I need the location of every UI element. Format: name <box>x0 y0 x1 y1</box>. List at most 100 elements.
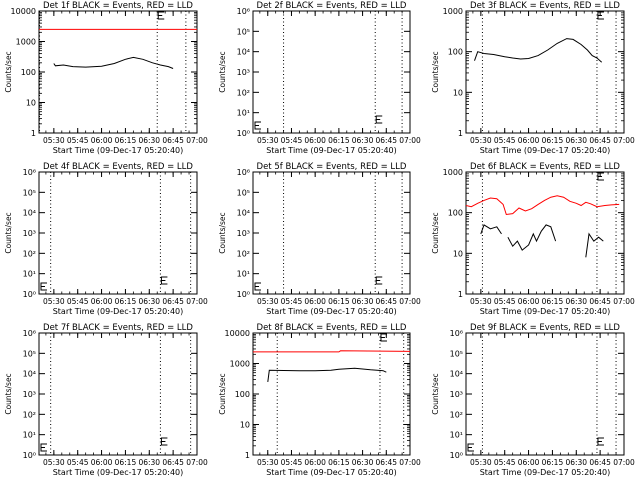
y-tick-label: 10⁰ <box>23 451 36 460</box>
detector-panel-8: Det 8f BLACK = Events, RED = LLD 1 10 100 10… <box>218 323 421 477</box>
x-tick-label: 06:00 <box>304 136 326 145</box>
y-tick-label: 10⁶ <box>23 168 36 177</box>
x-tick-label: 06:00 <box>518 136 540 145</box>
panel-title: Det 7f BLACK = Events, RED = LLD <box>43 323 193 333</box>
flare-marker-glyph <box>160 437 168 446</box>
y-tick-label: 10⁶ <box>450 329 463 338</box>
y-tick-label: 10² <box>450 410 463 419</box>
x-tick-label: 06:45 <box>162 458 184 467</box>
y-tick-label: 10⁴ <box>23 370 36 379</box>
flare-marker-glyph <box>375 276 383 285</box>
x-axis-label: Start Time (09-Dec-17 05:20:40) <box>480 468 611 477</box>
y-tick-label: 10³ <box>23 390 36 399</box>
y-axis-label: Counts/sec <box>218 373 227 414</box>
plot-frame <box>38 171 198 295</box>
x-tick-label: 07:00 <box>399 136 421 145</box>
series-line-2 <box>480 224 502 235</box>
y-axis-label: Counts/sec <box>4 51 13 92</box>
series-line-4 <box>585 232 604 258</box>
x-tick-label: 06:00 <box>518 458 540 467</box>
x-tick-label: 05:45 <box>281 458 303 467</box>
x-tick-label: 06:30 <box>352 458 374 467</box>
x-tick-label: 05:45 <box>281 297 303 306</box>
x-tick-label: 06:15 <box>328 136 350 145</box>
y-tick-label: 10³ <box>237 68 250 77</box>
x-axis-label: Start Time (09-Dec-17 05:20:40) <box>480 146 611 155</box>
detector-panel-6: Det 6f BLACK = Events, RED = LLD 1 10 100 10… <box>431 162 635 316</box>
y-tick-label: 10000 <box>225 329 250 338</box>
x-tick-label: 07:00 <box>613 297 635 306</box>
y-tick-label: 100 <box>448 48 463 57</box>
detector-panel-9: Det 9f BLACK = Events, RED = LLD 10⁰ 10¹ 10… <box>431 323 635 477</box>
x-tick-label: 05:45 <box>494 297 516 306</box>
x-tick-label: 07:00 <box>186 297 208 306</box>
x-tick-label: 05:30 <box>257 297 279 306</box>
y-tick-label: 10⁵ <box>450 349 463 358</box>
x-tick-label: 07:00 <box>613 136 635 145</box>
x-tick-label: 06:45 <box>162 297 184 306</box>
y-axis-label: Counts/sec <box>218 51 227 92</box>
y-tick-label: 10⁰ <box>237 129 250 138</box>
x-tick-label: 06:15 <box>115 458 137 467</box>
series-line-1 <box>465 195 620 216</box>
panel-title: Det 4f BLACK = Events, RED = LLD <box>43 162 193 172</box>
plot-frame <box>252 171 411 295</box>
x-tick-label: 05:45 <box>494 458 516 467</box>
panel-title: Det 8f BLACK = Events, RED = LLD <box>257 323 407 333</box>
y-tick-label: 10⁰ <box>237 290 250 299</box>
flare-marker-glyph <box>597 172 604 181</box>
y-tick-label: 1 <box>245 451 250 460</box>
y-tick-label: 10² <box>23 249 36 258</box>
x-tick-label: 06:00 <box>91 297 113 306</box>
flare-marker-glyph <box>375 115 383 124</box>
x-tick-label: 05:45 <box>67 297 89 306</box>
panel-title: Det 5f BLACK = Events, RED = LLD <box>257 162 407 172</box>
flare-marker-glyph <box>157 11 165 20</box>
y-axis-label: Counts/sec <box>431 212 440 253</box>
panel-title: Det 3f BLACK = Events, RED = LLD <box>470 1 620 11</box>
y-tick-label: 10³ <box>237 229 250 238</box>
start-marker-glyph <box>254 282 261 291</box>
x-tick-label: 06:45 <box>589 297 611 306</box>
y-tick-label: 10³ <box>450 390 463 399</box>
y-tick-label: 10⁴ <box>237 48 250 57</box>
x-tick-label: 06:30 <box>565 297 587 306</box>
x-tick-label: 06:45 <box>375 297 397 306</box>
x-tick-label: 06:30 <box>352 297 374 306</box>
x-axis-label: Start Time (09-Dec-17 05:20:40) <box>266 146 397 155</box>
x-tick-label: 06:45 <box>375 458 397 467</box>
start-marker-glyph <box>40 282 47 291</box>
y-tick-label: 1000 <box>230 360 250 369</box>
detector-panel-5: Det 5f BLACK = Events, RED = LLD 10⁰ 10¹ 10… <box>218 162 421 316</box>
y-tick-label: 10⁴ <box>23 209 36 218</box>
y-tick-label: 1 <box>458 129 463 138</box>
x-tick-label: 06:30 <box>138 297 160 306</box>
plot-frame <box>465 332 625 456</box>
y-tick-label: 1 <box>31 129 36 138</box>
y-tick-label: 100 <box>235 390 250 399</box>
x-tick-label: 07:00 <box>613 458 635 467</box>
panel-title: Det 9f BLACK = Events, RED = LLD <box>470 323 620 333</box>
start-marker-glyph <box>254 121 261 130</box>
x-tick-label: 06:15 <box>328 297 350 306</box>
y-tick-label: 1000 <box>443 168 463 177</box>
x-tick-label: 06:30 <box>565 458 587 467</box>
x-tick-label: 07:00 <box>186 136 208 145</box>
x-tick-label: 06:30 <box>138 458 160 467</box>
y-axis-label: Counts/sec <box>218 212 227 253</box>
y-axis-label: Counts/sec <box>4 373 13 414</box>
x-tick-label: 05:30 <box>43 297 65 306</box>
x-axis-label: Start Time (09-Dec-17 05:20:40) <box>53 146 184 155</box>
x-tick-label: 05:30 <box>470 136 492 145</box>
y-tick-label: 100 <box>21 68 36 77</box>
x-tick-label: 05:45 <box>281 136 303 145</box>
series-line-1 <box>474 38 603 63</box>
x-tick-label: 05:30 <box>43 458 65 467</box>
detector-panel-4: Det 4f BLACK = Events, RED = LLD 10⁰ 10¹ 10… <box>4 162 208 316</box>
y-tick-label: 10⁵ <box>237 27 250 36</box>
y-tick-label: 10 <box>453 249 463 258</box>
flare-marker-glyph <box>160 276 168 285</box>
y-tick-label: 100 <box>448 209 463 218</box>
y-tick-label: 10¹ <box>237 270 250 279</box>
